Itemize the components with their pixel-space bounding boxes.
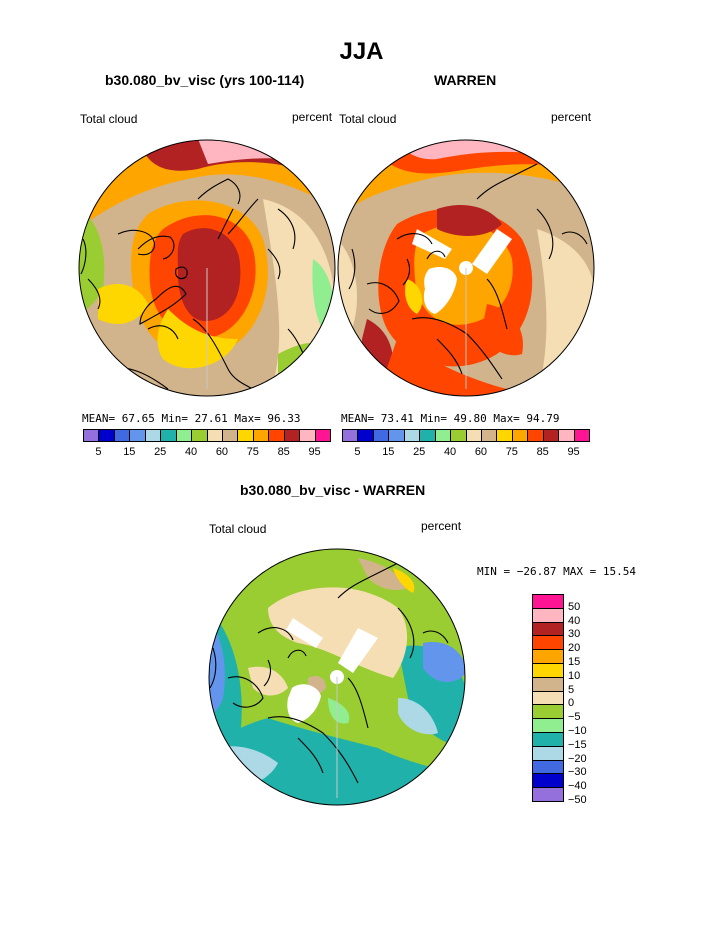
left-polar-map	[78, 139, 336, 397]
diff-colorbar-tick-label: −15	[568, 738, 587, 751]
colorbar-swatch	[573, 429, 590, 442]
colorbar-tick-label: 25	[413, 446, 426, 458]
colorbar-swatch	[113, 429, 131, 442]
right-panel-title: WARREN	[434, 72, 497, 88]
diff-colorbar-swatch	[532, 718, 564, 733]
colorbar-swatch	[160, 429, 177, 442]
colorbar-swatch	[314, 429, 331, 442]
right-panel-field-label: Total cloud	[339, 112, 397, 126]
colorbar-swatch	[434, 429, 452, 442]
diff-colorbar-swatch	[532, 621, 564, 637]
diff-colorbar-tick-label: 15	[568, 656, 581, 668]
colorbar-swatch	[129, 429, 146, 442]
colorbar-swatch	[342, 429, 359, 442]
colorbar-swatch	[388, 429, 405, 442]
diff-colorbar-swatch	[532, 635, 564, 651]
main-title: JJA	[339, 38, 384, 65]
colorbar-tick-label: 15	[123, 446, 136, 458]
diff-colorbar-swatch	[532, 607, 564, 623]
diff-colorbar-tick-label: 10	[568, 669, 581, 682]
colorbar-swatch	[372, 429, 390, 442]
colorbar-tick-label: 5	[354, 446, 361, 458]
colorbar-swatch	[221, 429, 239, 442]
colorbar-swatch	[144, 429, 162, 442]
diff-colorbar-tick-label: −40	[568, 780, 587, 793]
colorbar-swatch	[527, 429, 544, 442]
diff-colorbar-swatch	[532, 690, 564, 706]
colorbar-swatch	[465, 429, 482, 442]
diff-colorbar-tick-label: 20	[568, 642, 581, 655]
colorbar-swatch	[480, 429, 498, 442]
diff-colorbar-tick-label: 0	[568, 697, 575, 710]
colorbar-swatch	[206, 429, 223, 442]
diff-panel-stats: MIN = −26.87 MAX = 15.54	[477, 565, 636, 578]
diff-colorbar-tick-label: 50	[568, 600, 581, 613]
diff-colorbar-tick-label: 40	[568, 614, 581, 627]
diff-colorbar-swatch	[532, 759, 564, 775]
colorbar-swatch	[252, 429, 270, 442]
diff-colorbar-swatch	[532, 676, 564, 692]
left-panel-field-label: Total cloud	[80, 112, 138, 126]
left-panel-unit-label: percent	[292, 110, 333, 124]
colorbar-tick-label: 60	[215, 446, 229, 458]
colorbar-swatch	[283, 429, 301, 442]
diff-polar-map	[208, 548, 466, 806]
diff-colorbar-swatch	[532, 773, 564, 789]
diff-colorbar-swatch	[532, 704, 564, 720]
colorbar-tick-label: 40	[443, 446, 457, 458]
colorbar-swatch	[237, 429, 254, 442]
colorbar-swatch	[542, 429, 560, 442]
right-polar-map	[337, 139, 595, 397]
colorbar-swatch	[357, 429, 374, 442]
right-panel-stats: MEAN= 73.41 Min= 49.80 Max= 94.79	[341, 412, 560, 425]
diff-colorbar-tick-label: 5	[568, 683, 575, 696]
colorbar-swatch	[558, 429, 575, 442]
colorbar-swatch	[83, 429, 100, 442]
colorbar-tick-label: 75	[505, 446, 518, 458]
colorbar-swatch	[299, 429, 316, 442]
diff-colorbar-tick-label: −20	[568, 752, 587, 765]
colorbar-swatch	[403, 429, 421, 442]
left-panel-stats: MEAN= 67.65 Min= 27.61 Max= 96.33	[82, 412, 301, 425]
colorbar-swatch	[98, 429, 115, 442]
colorbar-swatch	[419, 429, 436, 442]
colorbar-tick-label: 85	[277, 446, 290, 458]
colorbar-swatch	[175, 429, 193, 442]
colorbar-swatch	[191, 429, 208, 442]
colorbar-tick-label: 85	[536, 446, 549, 458]
colorbar-tick-label: 75	[246, 446, 259, 458]
diff-panel-field-label: Total cloud	[209, 522, 267, 536]
diff-colorbar-swatch	[532, 594, 564, 609]
left-panel-title: b30.080_bv_visc (yrs 100-114)	[105, 72, 305, 88]
colorbar-tick-label: 95	[567, 446, 580, 458]
colorbar-swatch	[450, 429, 467, 442]
colorbar-swatch	[268, 429, 285, 442]
diff-colorbar-tick-label: −30	[568, 766, 587, 779]
diff-colorbar-swatch	[532, 649, 564, 664]
diff-colorbar-swatch	[532, 787, 564, 802]
colorbar-tick-label: 60	[474, 446, 488, 458]
diff-colorbar-tick-label: −50	[568, 794, 587, 806]
diff-colorbar-swatch	[532, 663, 564, 678]
colorbar-tick-label: 5	[95, 446, 102, 458]
diff-colorbar-swatch	[532, 745, 564, 761]
diff-panel-unit-label: percent	[421, 519, 462, 533]
colorbar-tick-label: 95	[308, 446, 321, 458]
right-panel-unit-label: percent	[551, 110, 592, 124]
diff-panel-title: b30.080_bv_visc - WARREN	[240, 482, 426, 498]
colorbar-swatch	[496, 429, 513, 442]
diff-colorbar-swatch	[532, 732, 564, 747]
diff-colorbar-tick-label: 30	[568, 628, 581, 641]
diff-colorbar-tick-label: −5	[568, 711, 581, 724]
colorbar-swatch	[511, 429, 529, 442]
diff-colorbar-tick-label: −10	[568, 725, 587, 737]
colorbar-tick-label: 15	[382, 446, 395, 458]
colorbar-tick-label: 25	[154, 446, 167, 458]
colorbar-tick-label: 40	[184, 446, 198, 458]
